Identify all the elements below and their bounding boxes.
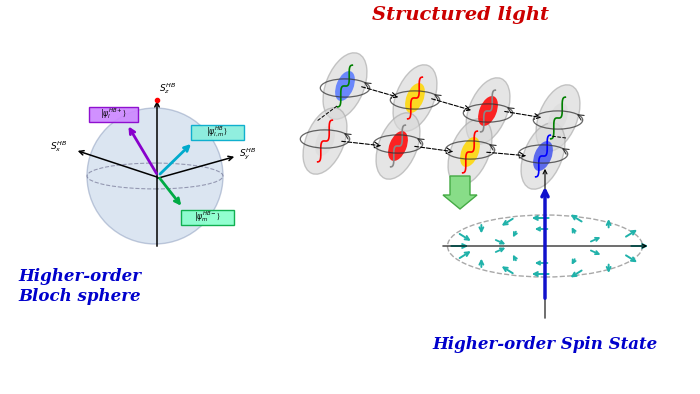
FancyBboxPatch shape (88, 106, 137, 121)
Ellipse shape (335, 71, 355, 101)
Text: Higher-order Spin State: Higher-order Spin State (433, 336, 657, 353)
Text: $|\psi_l^{HB+}\rangle$: $|\psi_l^{HB+}\rangle$ (99, 106, 127, 121)
Ellipse shape (533, 141, 553, 171)
FancyArrow shape (443, 176, 477, 209)
Ellipse shape (315, 126, 335, 156)
Ellipse shape (478, 96, 498, 126)
Text: $S_x^{HB}$: $S_x^{HB}$ (50, 139, 67, 154)
Ellipse shape (548, 103, 568, 133)
Ellipse shape (536, 85, 580, 151)
Ellipse shape (303, 108, 347, 174)
Ellipse shape (323, 53, 367, 119)
Ellipse shape (376, 113, 420, 179)
Ellipse shape (405, 83, 425, 113)
Ellipse shape (466, 78, 510, 144)
Text: $|\psi_{l,m}^{HB}\rangle$: $|\psi_{l,m}^{HB}\rangle$ (206, 125, 228, 139)
Text: Structured light: Structured light (372, 6, 549, 24)
FancyBboxPatch shape (181, 210, 234, 225)
Text: $|\psi_m^{HB-}\rangle$: $|\psi_m^{HB-}\rangle$ (194, 210, 220, 225)
Text: $S_z^{HB}$: $S_z^{HB}$ (159, 81, 176, 96)
Text: Higher-order
Bloch sphere: Higher-order Bloch sphere (18, 268, 141, 305)
Ellipse shape (521, 123, 565, 189)
Text: $S_y^{HB}$: $S_y^{HB}$ (239, 146, 256, 162)
Ellipse shape (393, 65, 437, 131)
Ellipse shape (460, 137, 480, 167)
Ellipse shape (87, 108, 223, 244)
Ellipse shape (388, 131, 408, 161)
FancyBboxPatch shape (190, 125, 244, 139)
Ellipse shape (448, 119, 492, 185)
